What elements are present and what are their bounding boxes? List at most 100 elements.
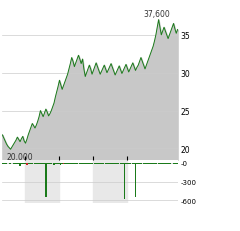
Bar: [72, 163, 74, 164]
Bar: [102, 163, 104, 164]
Bar: [176, 163, 177, 164]
Bar: [26, 163, 28, 166]
Bar: [51, 163, 52, 164]
Bar: [97, 163, 98, 164]
Bar: [25, 160, 60, 203]
Bar: [52, 163, 53, 164]
Bar: [117, 163, 119, 164]
Bar: [116, 163, 117, 164]
Bar: [28, 163, 29, 164]
Bar: [174, 163, 176, 164]
Bar: [17, 163, 18, 164]
Bar: [138, 163, 139, 164]
Bar: [15, 163, 17, 164]
Bar: [98, 163, 100, 164]
Bar: [59, 163, 60, 164]
Text: 37,600: 37,600: [144, 10, 171, 19]
Bar: [165, 163, 166, 164]
Bar: [80, 163, 82, 164]
Bar: [170, 163, 172, 164]
Bar: [18, 163, 19, 164]
Bar: [70, 163, 71, 164]
Bar: [29, 163, 30, 164]
Bar: [8, 163, 10, 164]
Bar: [128, 163, 129, 164]
Bar: [87, 163, 89, 164]
Bar: [21, 163, 22, 164]
Bar: [169, 163, 170, 164]
Bar: [132, 163, 133, 164]
Bar: [71, 163, 72, 164]
Bar: [110, 163, 112, 164]
Bar: [124, 163, 125, 199]
Bar: [106, 163, 108, 164]
Bar: [25, 163, 26, 164]
Bar: [90, 163, 91, 164]
Bar: [142, 163, 143, 164]
Bar: [89, 163, 90, 164]
Bar: [139, 163, 140, 164]
Bar: [84, 163, 86, 164]
Bar: [93, 163, 94, 164]
Bar: [159, 163, 161, 164]
Bar: [152, 163, 154, 164]
Bar: [168, 163, 169, 164]
Bar: [11, 163, 12, 164]
Bar: [120, 163, 121, 164]
Bar: [64, 163, 66, 164]
Bar: [91, 163, 93, 164]
Bar: [34, 163, 36, 164]
Bar: [40, 163, 41, 164]
Bar: [109, 163, 110, 164]
Bar: [76, 163, 78, 164]
Bar: [143, 163, 144, 164]
Bar: [55, 163, 56, 164]
Bar: [129, 163, 131, 164]
Bar: [57, 163, 59, 164]
Bar: [37, 163, 38, 164]
Bar: [2, 163, 3, 164]
Bar: [156, 163, 158, 164]
Bar: [105, 163, 106, 164]
Bar: [154, 163, 155, 164]
Bar: [133, 163, 135, 164]
Bar: [41, 163, 42, 164]
Bar: [48, 163, 49, 164]
Bar: [166, 163, 168, 164]
Bar: [36, 163, 37, 164]
Bar: [22, 163, 24, 164]
Bar: [113, 163, 114, 164]
Bar: [44, 163, 45, 164]
Bar: [125, 163, 127, 164]
Bar: [150, 163, 151, 164]
Bar: [67, 163, 68, 164]
Bar: [66, 163, 67, 164]
Bar: [101, 163, 102, 164]
Bar: [148, 163, 150, 164]
Bar: [42, 163, 44, 164]
Bar: [47, 163, 48, 164]
Bar: [151, 163, 152, 164]
Bar: [4, 163, 6, 164]
Bar: [74, 163, 75, 164]
Bar: [30, 163, 32, 164]
Bar: [14, 163, 15, 164]
Text: 20,000: 20,000: [6, 153, 33, 161]
Bar: [79, 163, 80, 164]
Bar: [94, 163, 96, 164]
Bar: [127, 163, 128, 164]
Bar: [45, 163, 47, 197]
Bar: [96, 163, 97, 164]
Bar: [82, 163, 83, 164]
Bar: [112, 163, 113, 164]
Bar: [63, 163, 64, 165]
Bar: [78, 163, 79, 164]
Bar: [104, 163, 105, 164]
Bar: [144, 163, 146, 164]
Bar: [83, 163, 84, 164]
Bar: [140, 163, 142, 164]
Bar: [3, 163, 4, 164]
Bar: [158, 163, 159, 164]
Bar: [114, 163, 116, 164]
Bar: [108, 163, 109, 164]
